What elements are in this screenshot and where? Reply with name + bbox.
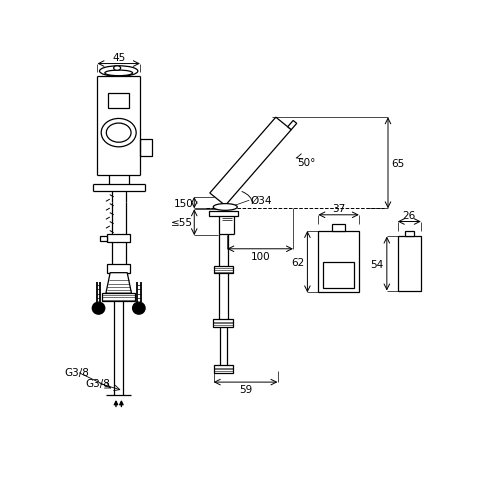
Text: 65: 65 bbox=[391, 158, 404, 168]
Bar bbox=[107, 265, 130, 273]
Bar bbox=[404, 231, 414, 237]
Text: 62: 62 bbox=[291, 257, 304, 267]
Bar bbox=[398, 237, 421, 291]
Ellipse shape bbox=[114, 67, 120, 71]
Bar bbox=[323, 262, 354, 288]
Bar bbox=[102, 294, 136, 302]
Polygon shape bbox=[288, 121, 296, 130]
Bar bbox=[140, 140, 152, 157]
Bar bbox=[108, 94, 130, 108]
Text: 150: 150 bbox=[174, 198, 194, 208]
Text: 100: 100 bbox=[250, 251, 270, 261]
Bar bbox=[214, 365, 233, 373]
Bar bbox=[332, 225, 345, 231]
Text: ≤55: ≤55 bbox=[171, 218, 193, 228]
Bar bbox=[213, 319, 234, 327]
Circle shape bbox=[92, 302, 104, 315]
Ellipse shape bbox=[100, 67, 138, 77]
Bar bbox=[318, 231, 359, 293]
Text: Ø34: Ø34 bbox=[250, 196, 272, 206]
Text: 26: 26 bbox=[402, 211, 416, 220]
Text: 37: 37 bbox=[332, 204, 345, 213]
Bar bbox=[107, 234, 130, 242]
Text: 54: 54 bbox=[370, 259, 384, 269]
Ellipse shape bbox=[105, 71, 132, 76]
Text: G3/8: G3/8 bbox=[64, 367, 90, 377]
Ellipse shape bbox=[213, 204, 238, 211]
Text: 59: 59 bbox=[239, 384, 252, 394]
Polygon shape bbox=[210, 118, 292, 206]
Ellipse shape bbox=[101, 119, 136, 148]
Polygon shape bbox=[106, 273, 132, 294]
Bar bbox=[100, 237, 107, 241]
Bar bbox=[214, 267, 233, 273]
Bar bbox=[209, 211, 238, 216]
Circle shape bbox=[132, 302, 145, 315]
Ellipse shape bbox=[106, 124, 131, 143]
Text: 45: 45 bbox=[112, 53, 126, 63]
Text: G3/8: G3/8 bbox=[86, 378, 110, 388]
Text: 50°: 50° bbox=[297, 157, 316, 167]
